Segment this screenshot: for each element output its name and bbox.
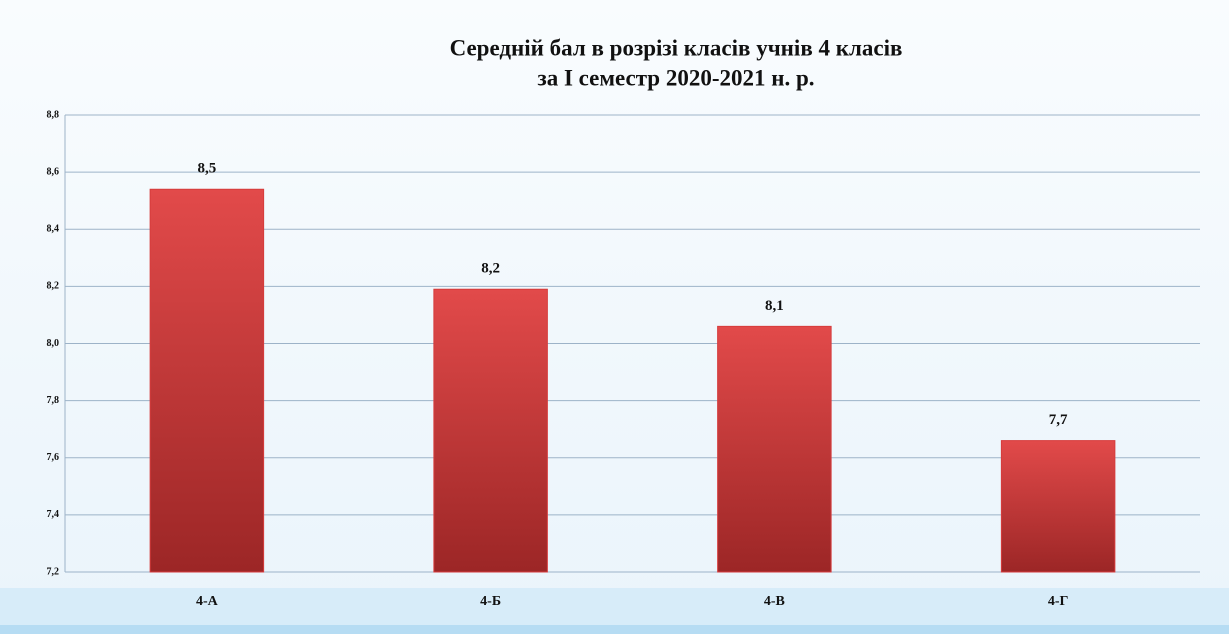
chart-title: Середній бал в розрізі класів учнів 4 кл… <box>450 35 903 60</box>
y-tick-label: 8,6 <box>47 166 60 177</box>
bar <box>1000 440 1116 573</box>
bar <box>149 188 265 573</box>
bar <box>717 325 832 573</box>
y-tick-label: 8,4 <box>47 224 60 235</box>
bar <box>433 288 548 573</box>
chart-title: за І семестр 2020-2021 н. р. <box>537 65 814 90</box>
x-tick-label: 4-Г <box>1048 594 1069 609</box>
data-label: 8,5 <box>198 161 217 177</box>
y-tick-label: 8,2 <box>47 281 60 292</box>
y-tick-label: 7,6 <box>47 452 60 463</box>
bottom-strip <box>0 625 1229 634</box>
y-tick-label: 8,8 <box>47 109 60 120</box>
x-tick-label: 4-А <box>196 594 219 609</box>
y-tick-label: 8,0 <box>47 338 60 349</box>
x-tick-label: 4-В <box>764 594 785 609</box>
data-label: 8,1 <box>765 298 784 314</box>
y-tick-label: 7,8 <box>47 395 60 406</box>
y-tick-label: 7,2 <box>47 566 60 577</box>
y-tick-label: 7,4 <box>47 509 60 520</box>
data-label: 7,7 <box>1049 412 1068 428</box>
data-label: 8,2 <box>481 261 500 277</box>
x-tick-label: 4-Б <box>480 594 501 609</box>
